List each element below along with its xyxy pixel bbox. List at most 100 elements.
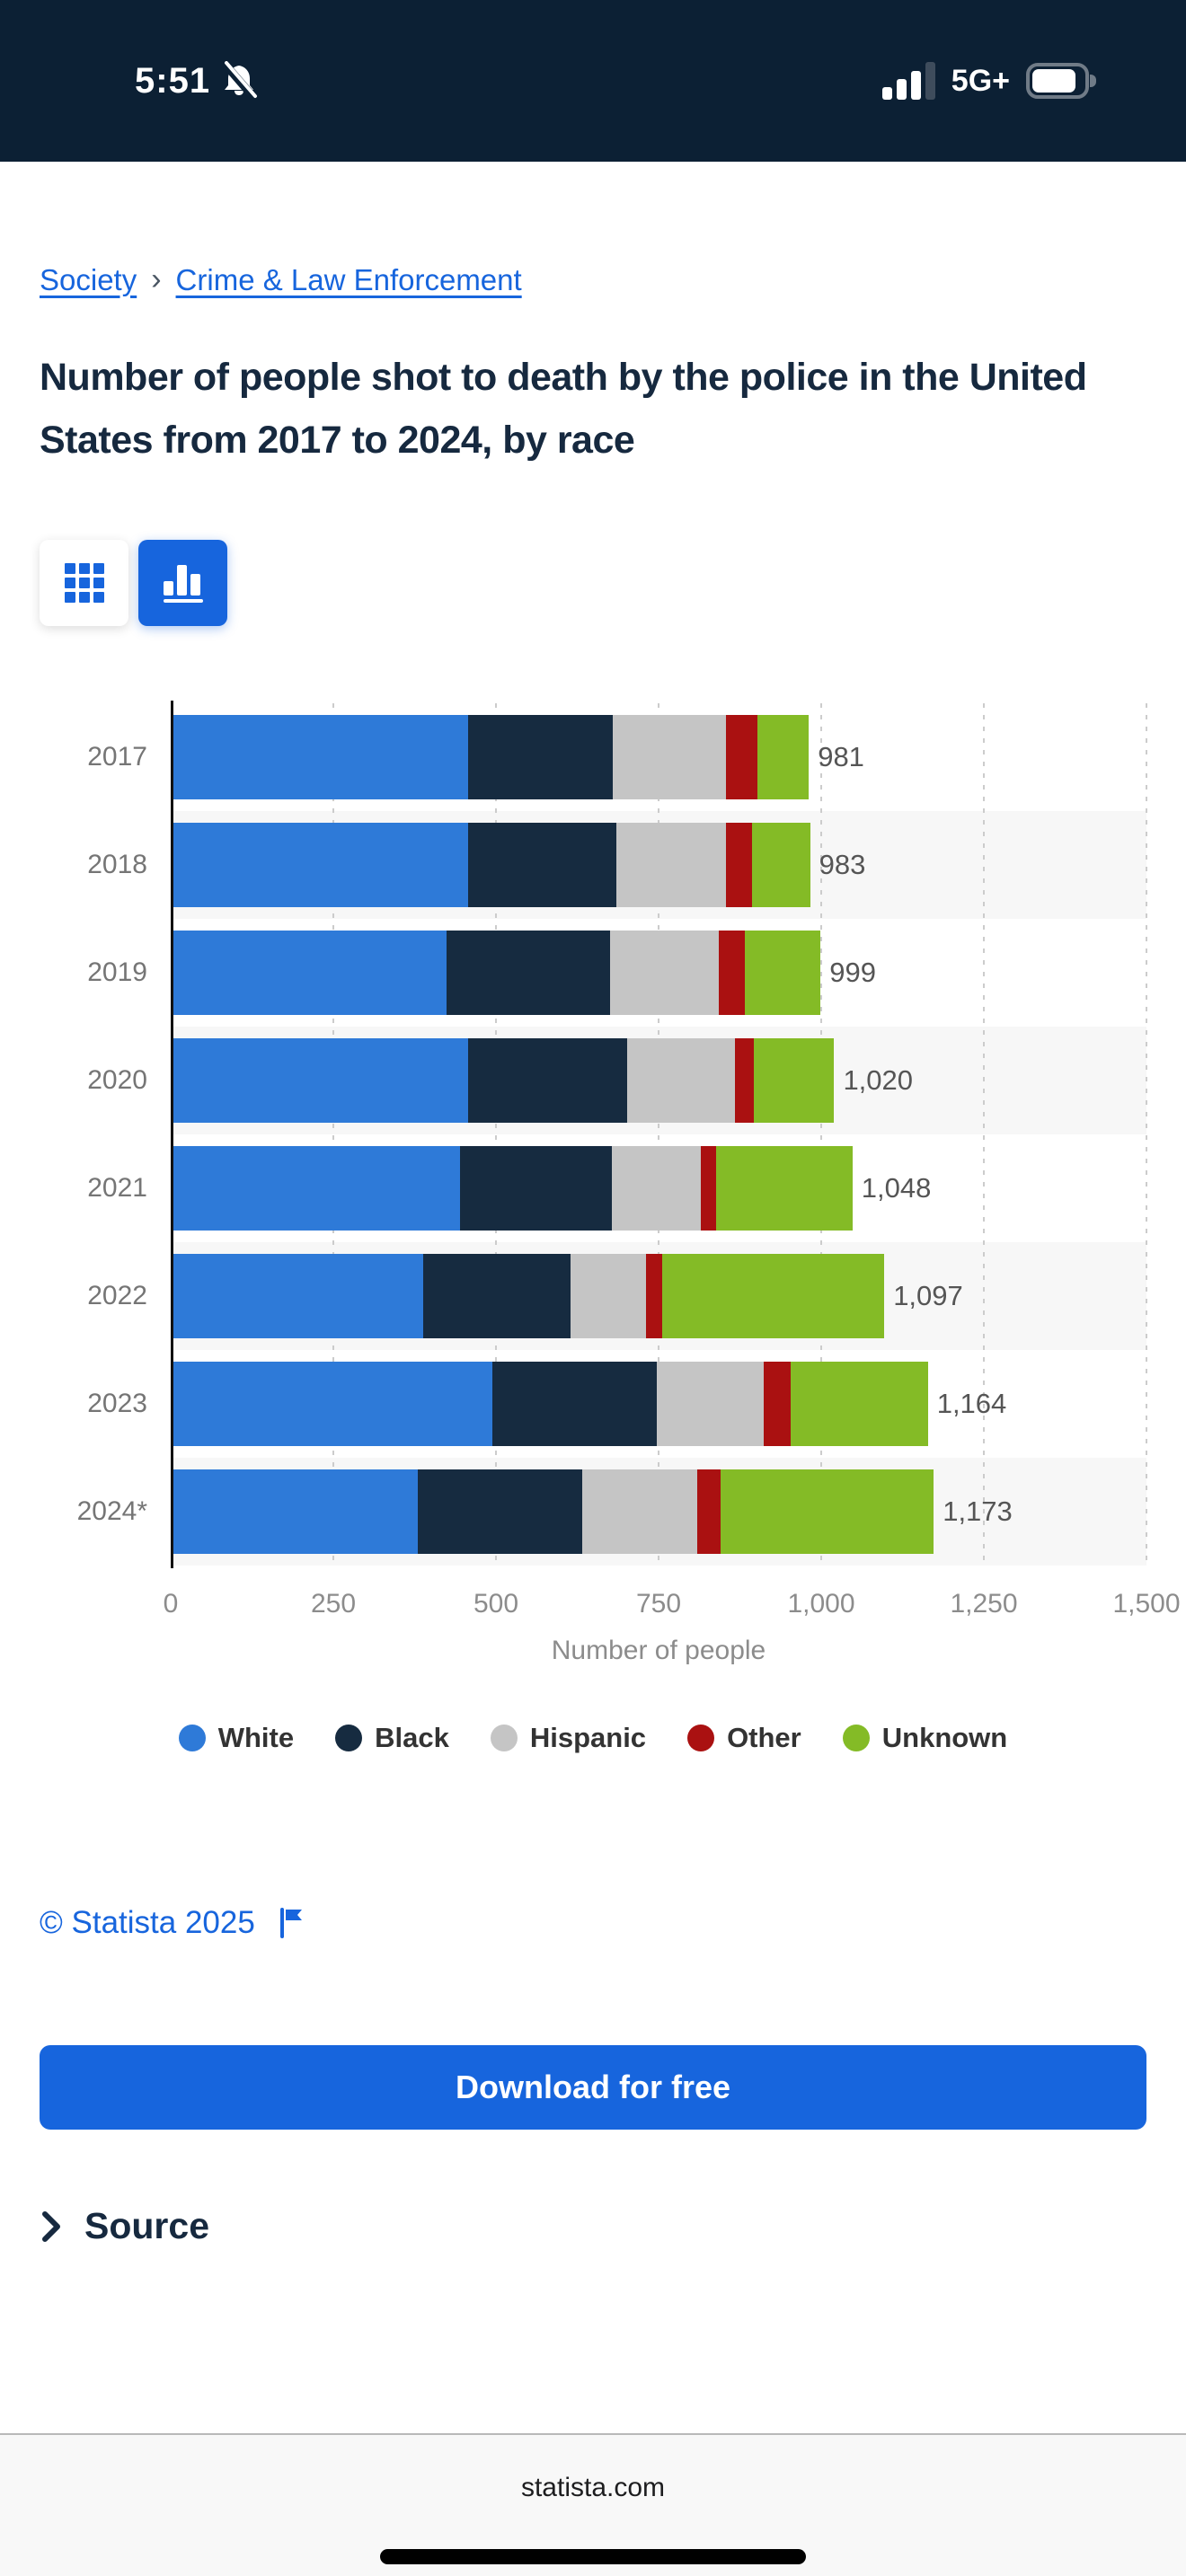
total-label: 983 bbox=[819, 849, 866, 880]
chart-row-2020: 2020 1,020 bbox=[40, 1027, 1146, 1134]
bar-segment-hispanic-2024[interactable] bbox=[581, 1469, 697, 1554]
chart-row-2021: 2021 1,048 bbox=[40, 1134, 1146, 1242]
bar-segment-unknown-2024[interactable] bbox=[721, 1469, 934, 1554]
bar-segment-other-2023[interactable] bbox=[763, 1362, 791, 1446]
copyright-text[interactable]: © Statista 2025 bbox=[40, 1905, 255, 1940]
x-tick-750: 750 bbox=[635, 1589, 682, 1619]
year-label: 2021 bbox=[87, 1173, 147, 1203]
legend-item-white: White bbox=[178, 1722, 295, 1754]
bar-segment-hispanic-2019[interactable] bbox=[609, 931, 719, 1015]
legend-dot-other bbox=[687, 1725, 715, 1751]
bar-segment-unknown-2021[interactable] bbox=[716, 1146, 853, 1231]
bar-segment-hispanic-2021[interactable] bbox=[611, 1146, 702, 1231]
year-label: 2017 bbox=[87, 742, 147, 772]
plot-cell: 1,097 bbox=[171, 1242, 1146, 1350]
total-label: 981 bbox=[818, 741, 864, 772]
bar-segment-other-2020[interactable] bbox=[735, 1038, 755, 1123]
bar-segment-other-2022[interactable] bbox=[645, 1254, 663, 1338]
year-label: 2023 bbox=[87, 1389, 147, 1418]
total-label: 1,020 bbox=[843, 1064, 914, 1096]
plot-cell: 1,020 bbox=[171, 1027, 1146, 1134]
battery-icon bbox=[1026, 63, 1096, 99]
download-button[interactable]: Download for free bbox=[40, 2045, 1146, 2130]
chart-row-2017: 2017 981 bbox=[40, 703, 1146, 811]
total-label: 1,164 bbox=[936, 1388, 1007, 1419]
legend-label: Black bbox=[375, 1722, 449, 1753]
bar-segment-other-2019[interactable] bbox=[718, 931, 746, 1015]
y-axis-line bbox=[171, 701, 173, 1568]
bar-segment-other-2017[interactable] bbox=[726, 715, 758, 799]
flag-icon[interactable] bbox=[279, 1908, 305, 1938]
legend-item-black: Black bbox=[335, 1722, 449, 1754]
legend-label: White bbox=[217, 1722, 295, 1753]
total-label: 999 bbox=[829, 957, 876, 988]
bar-segment-hispanic-2018[interactable] bbox=[615, 823, 727, 907]
bar-segment-black-2021[interactable] bbox=[460, 1146, 612, 1231]
bar-segment-other-2018[interactable] bbox=[726, 823, 753, 907]
legend-dot-unknown bbox=[842, 1725, 870, 1751]
table-view-button[interactable] bbox=[40, 540, 128, 626]
x-tick-250: 250 bbox=[310, 1589, 357, 1619]
home-indicator[interactable] bbox=[380, 2549, 806, 2564]
browser-bottom-bar: statista.com bbox=[0, 2433, 1186, 2576]
status-bar: 5:51 5G+ bbox=[0, 0, 1186, 162]
bar-segment-white-2022[interactable] bbox=[171, 1254, 423, 1338]
bar-segment-unknown-2017[interactable] bbox=[757, 715, 810, 799]
plot-cell: 981 bbox=[171, 703, 1146, 811]
bar-segment-hispanic-2023[interactable] bbox=[656, 1362, 764, 1446]
bar-segment-white-2021[interactable] bbox=[171, 1146, 461, 1231]
bar-segment-hispanic-2022[interactable] bbox=[571, 1254, 646, 1338]
bar-segment-black-2017[interactable] bbox=[467, 715, 613, 799]
plot-cell: 1,048 bbox=[171, 1134, 1146, 1242]
bar-segment-black-2023[interactable] bbox=[492, 1362, 657, 1446]
legend-label: Other bbox=[727, 1722, 801, 1753]
year-label: 2020 bbox=[87, 1065, 147, 1095]
bar-segment-black-2024[interactable] bbox=[418, 1469, 582, 1554]
address-bar-url[interactable]: statista.com bbox=[520, 2473, 666, 2502]
plot-cell: 999 bbox=[171, 919, 1146, 1027]
bar-segment-hispanic-2017[interactable] bbox=[612, 715, 727, 799]
status-time: 5:51 bbox=[135, 60, 211, 101]
bar-segment-black-2020[interactable] bbox=[467, 1038, 628, 1123]
bar-segment-white-2020[interactable] bbox=[171, 1038, 468, 1123]
bar-segment-unknown-2020[interactable] bbox=[754, 1038, 835, 1123]
source-expander[interactable]: Source bbox=[40, 2205, 1146, 2247]
bar-segment-unknown-2018[interactable] bbox=[752, 823, 810, 907]
total-label: 1,048 bbox=[861, 1172, 932, 1204]
bar-segment-unknown-2019[interactable] bbox=[745, 931, 821, 1015]
chart-row-2022: 2022 1,097 bbox=[40, 1242, 1146, 1350]
bar-segment-white-2023[interactable] bbox=[171, 1362, 493, 1446]
bar-segment-other-2021[interactable] bbox=[701, 1146, 717, 1231]
bar-segment-unknown-2023[interactable] bbox=[790, 1362, 928, 1446]
view-toggles bbox=[40, 540, 1146, 626]
x-tick-0: 0 bbox=[163, 1589, 179, 1619]
bar-segment-hispanic-2020[interactable] bbox=[627, 1038, 736, 1123]
bar-segment-unknown-2022[interactable] bbox=[662, 1254, 885, 1338]
legend-item-unknown: Unknown bbox=[842, 1722, 1007, 1754]
legend-dot-white bbox=[178, 1725, 206, 1751]
bar-segment-white-2019[interactable] bbox=[171, 931, 447, 1015]
bar-segment-white-2017[interactable] bbox=[171, 715, 468, 799]
plot-cell: 983 bbox=[171, 811, 1146, 919]
chart-view-button[interactable] bbox=[138, 540, 227, 626]
breadcrumb-link-crime-law-enforcement[interactable]: Crime & Law Enforcement bbox=[175, 262, 522, 296]
bar-segment-other-2024[interactable] bbox=[696, 1469, 721, 1554]
x-tick-500: 500 bbox=[473, 1589, 519, 1619]
plot-cell: 1,164 bbox=[171, 1350, 1146, 1458]
bar-segment-black-2018[interactable] bbox=[467, 823, 616, 907]
signal-icon bbox=[881, 62, 935, 100]
legend-dot-black bbox=[335, 1725, 363, 1751]
total-label: 1,097 bbox=[893, 1280, 963, 1311]
year-label: 2022 bbox=[87, 1281, 147, 1310]
bar-segment-white-2018[interactable] bbox=[171, 823, 468, 907]
network-type: 5G+ bbox=[951, 63, 1010, 98]
bar-segment-black-2022[interactable] bbox=[422, 1254, 571, 1338]
plot-cell: 1,173 bbox=[171, 1458, 1146, 1566]
year-label: 2019 bbox=[87, 957, 147, 987]
x-tick-1000: 1,000 bbox=[787, 1589, 855, 1619]
page-title: Number of people shot to death by the po… bbox=[40, 356, 1087, 462]
bar-segment-black-2019[interactable] bbox=[446, 931, 610, 1015]
breadcrumb-link-society[interactable]: Society bbox=[40, 262, 137, 296]
total-label: 1,173 bbox=[943, 1495, 1013, 1527]
bar-segment-white-2024[interactable] bbox=[171, 1469, 419, 1554]
